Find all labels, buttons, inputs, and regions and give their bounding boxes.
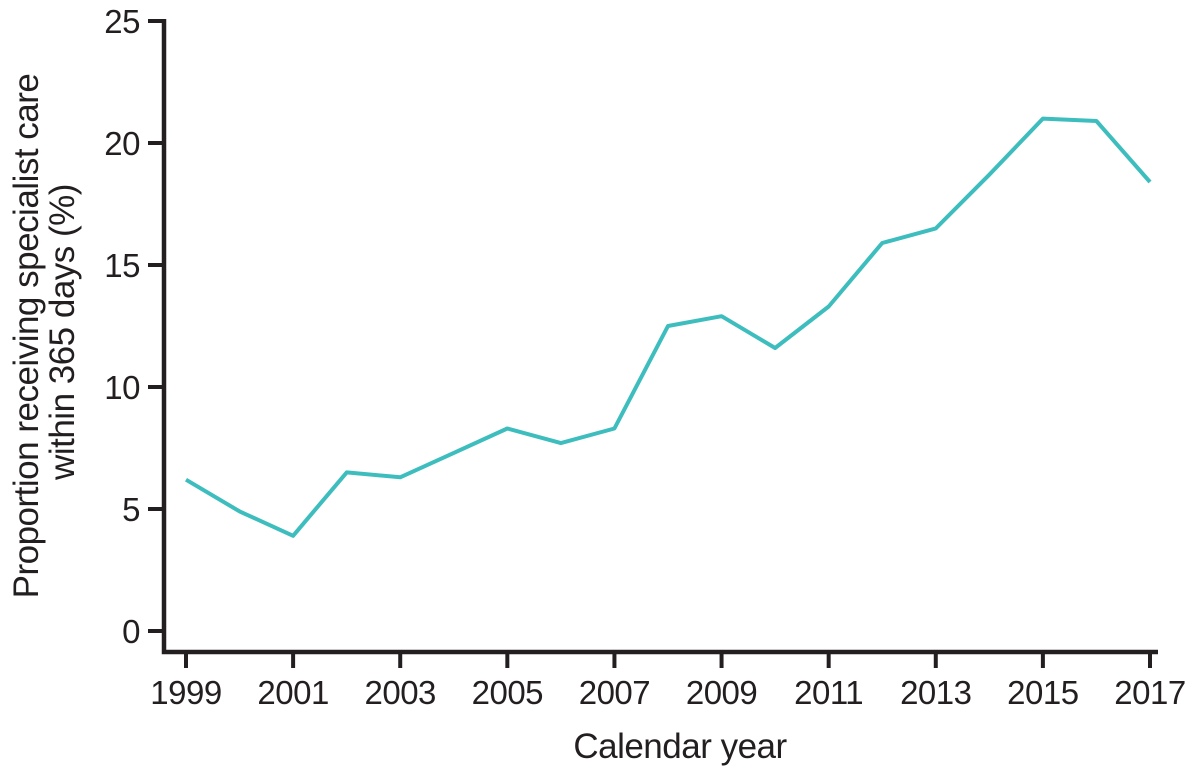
x-tick-label: 1999 [150,674,221,711]
x-tick-label: 2009 [686,674,757,711]
x-axis-title: Calendar year [573,727,787,766]
x-tick-label: 2011 [794,674,863,711]
x-tick-label: 2003 [365,674,436,711]
y-tick-label: 0 [122,613,140,650]
y-tick-label: 5 [122,491,140,528]
x-tick-label: 2001 [257,674,328,711]
y-tick-label: 10 [104,369,140,406]
plot-area [184,116,1152,538]
x-tick-label: 2005 [472,674,543,711]
y-axis-title-line1: Proportion receiving specialist care [7,74,46,599]
y-tick-label: 15 [104,247,140,284]
data-line-specialist-care [184,116,1152,538]
y-tick-label: 25 [104,3,140,40]
y-tick-label: 20 [104,125,140,162]
x-tick-label: 2013 [900,674,971,711]
axis-ticks-and-labels: 0 5 10 15 20 25 1999 2001 2003 2005 2007 2009 2011 20… [104,3,1186,711]
y-axis-title-line2: within 365 days (%) [43,184,82,481]
x-tick-label: 2007 [579,674,650,711]
x-tick-label: 2015 [1007,674,1078,711]
x-tick-label: 2017 [1114,674,1185,711]
